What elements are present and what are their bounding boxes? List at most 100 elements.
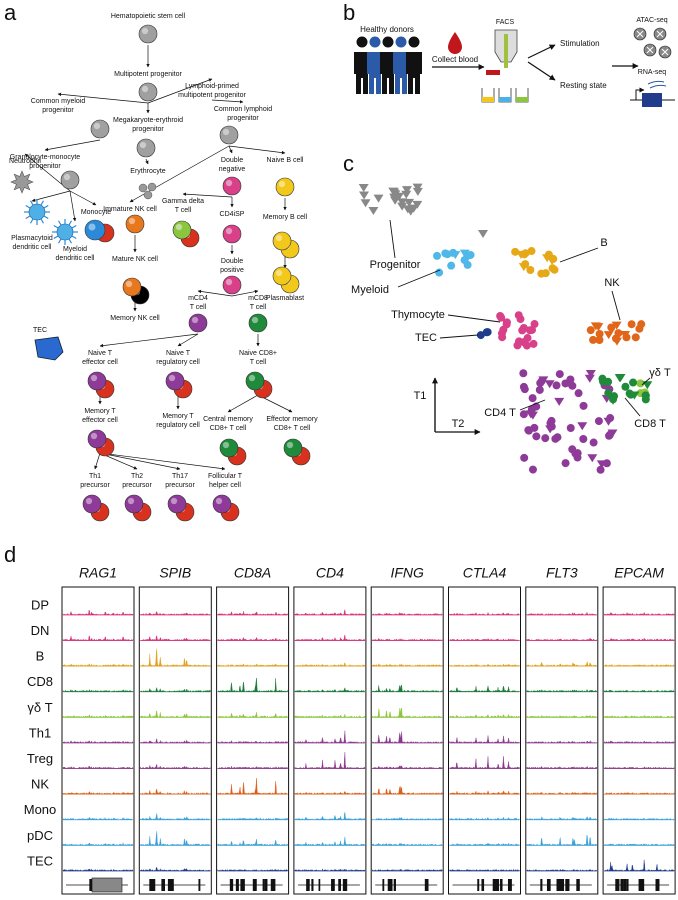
tec-cell [34, 336, 64, 361]
exon [565, 879, 570, 891]
cell [138, 82, 158, 102]
erythrocyte [143, 190, 153, 200]
node-label-line: Multipotent progenitor [114, 71, 182, 78]
panel-label: a [4, 0, 17, 25]
cell-point [606, 414, 615, 423]
node-label-line: Naive T [88, 350, 113, 357]
track [217, 817, 288, 821]
node-label-line: Granulocyte-monocyte [10, 154, 81, 161]
nucleosome-x [656, 30, 664, 38]
node-label: Mature NK cell [112, 256, 158, 263]
arrow [69, 190, 97, 206]
cell-highlight [170, 497, 178, 505]
row-label: Th1 [29, 725, 51, 740]
track [294, 634, 366, 642]
track [449, 685, 520, 693]
cell-point [621, 382, 630, 391]
node-label: Naive T regulatory cell [156, 350, 200, 366]
cell-point [587, 454, 598, 463]
node-label: Th1 precursor [80, 473, 110, 489]
node-label-line: regulatory cell [156, 359, 200, 366]
cell [60, 170, 80, 190]
exon [252, 879, 257, 891]
node-label-line: regulatory cell [156, 422, 200, 429]
cell-point [520, 453, 529, 462]
leader-line [519, 399, 546, 411]
track [526, 689, 597, 693]
cell [136, 138, 156, 158]
erythrocyte [138, 183, 148, 193]
exon [657, 879, 660, 891]
track [449, 842, 520, 847]
track [140, 831, 211, 846]
cell-point [631, 333, 640, 342]
leader-line [439, 334, 479, 339]
tube-liquid [516, 97, 528, 102]
node-label-line: effector cell [82, 359, 118, 366]
arrow [527, 61, 556, 81]
track [217, 712, 288, 718]
cell-point [554, 397, 565, 406]
cell-point [497, 329, 506, 338]
cell-highlight [275, 234, 283, 242]
node-label: Neutrophil [9, 158, 41, 165]
step-label: Stimulation [560, 39, 600, 48]
exon [89, 879, 94, 891]
node-label-line: Memory T [162, 413, 194, 420]
cell-point [605, 431, 614, 440]
cell [283, 438, 303, 458]
cell-point [607, 323, 616, 332]
track [526, 834, 597, 846]
exon [559, 879, 563, 891]
facs-stream [504, 34, 508, 68]
cell [90, 119, 110, 139]
cell-point [579, 434, 588, 443]
cluster-label: TEC [415, 332, 437, 344]
gene-box [216, 586, 290, 895]
exon [382, 879, 385, 891]
arrow [228, 145, 286, 155]
node-label: Myeloid dendritic cell [56, 246, 95, 262]
node-label-line: precursor [80, 482, 110, 489]
exon [638, 879, 643, 891]
row-label: Treg [27, 751, 53, 766]
cell-point [541, 434, 550, 443]
cell-point [478, 230, 488, 238]
exon [91, 877, 123, 893]
node-label-line: Th1 [89, 473, 101, 480]
track [526, 714, 597, 718]
track [449, 735, 520, 744]
track [62, 841, 134, 846]
track [140, 788, 211, 795]
cell [172, 220, 192, 240]
cell-highlight [248, 374, 256, 382]
exon [342, 879, 345, 891]
track [372, 707, 443, 718]
exon [240, 879, 245, 891]
neutrophil [10, 170, 34, 194]
row-label: DP [31, 597, 49, 612]
track [62, 765, 134, 770]
node-label: Gamma delta T cell [162, 198, 204, 214]
track [62, 816, 134, 821]
track [449, 663, 520, 667]
axis-label: T1 [414, 390, 427, 402]
track [449, 868, 520, 872]
track [294, 609, 366, 616]
cell-point [524, 426, 533, 435]
cell-point [594, 417, 603, 426]
arrow [231, 289, 259, 297]
track [372, 842, 443, 846]
cell-point [518, 326, 527, 335]
donor-body [393, 52, 409, 94]
tec-label: TEC [33, 327, 47, 334]
node-label: Plasmacytoid dendritic cell [11, 235, 53, 251]
node-label: mCD8 T cell [248, 295, 268, 311]
node-label-line: Th2 [131, 473, 143, 480]
cell-highlight [63, 173, 71, 181]
node-label-line: Central memory [203, 416, 253, 423]
donor-head [395, 36, 407, 48]
node-label: Plasmablast [266, 295, 304, 302]
leader-line [641, 377, 651, 386]
